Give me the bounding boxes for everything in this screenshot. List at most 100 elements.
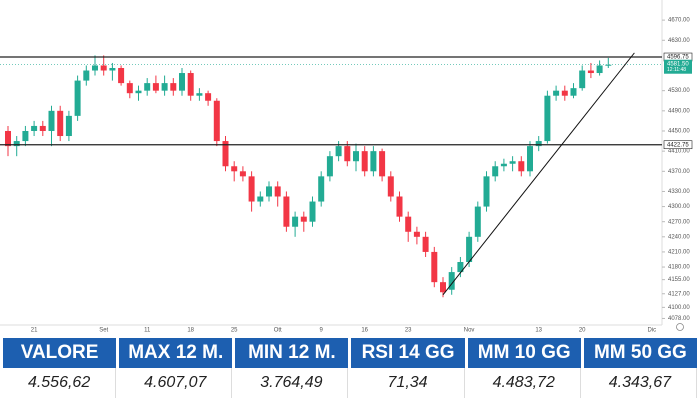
last-price-label: 4581.50 — [667, 61, 689, 67]
y-tick-label: 4530.00 — [668, 88, 690, 94]
candle-body — [135, 90, 142, 94]
x-tick-label: Nov — [464, 328, 475, 334]
candle-body — [509, 161, 516, 164]
last-price-box — [664, 59, 692, 74]
candle-body — [431, 251, 438, 283]
candle-body — [248, 176, 255, 202]
candle-body — [587, 70, 594, 74]
x-tick-label: 9 — [320, 328, 324, 334]
x-tick-label: 16 — [361, 328, 368, 334]
candle-body — [187, 73, 194, 96]
x-tick-label: 21 — [31, 328, 38, 334]
table-header-cell: MM 10 GG — [467, 338, 581, 368]
candle-body — [413, 231, 420, 237]
candle-body — [405, 216, 412, 232]
candle-body — [570, 88, 577, 96]
candle-body — [22, 130, 29, 142]
candle-body — [422, 236, 429, 252]
candle-body — [152, 83, 159, 91]
y-tick-label: 4180.00 — [668, 265, 690, 271]
candle-body — [527, 146, 533, 172]
candle-body — [561, 90, 568, 96]
candle-body — [205, 93, 212, 101]
y-tick-label: 4300.00 — [668, 204, 690, 210]
stats-table: VALORE MAX 12 M. MIN 12 M. RSI 14 GG MM 10 G… — [0, 338, 700, 398]
settings-icon[interactable] — [676, 323, 684, 331]
candle-body — [370, 151, 377, 172]
candle-body — [466, 236, 473, 263]
candle-body — [48, 110, 55, 131]
x-tick-label: 18 — [187, 328, 194, 334]
x-tick-label: 11 — [144, 328, 151, 334]
table-header-cell: MM 50 GG — [583, 338, 697, 368]
candle-body — [500, 163, 507, 167]
x-tick-label: Set — [99, 328, 108, 334]
candle-body — [326, 156, 333, 177]
candle-body — [553, 90, 560, 96]
y-tick-label: 4210.00 — [668, 250, 690, 256]
candle-body — [74, 80, 81, 116]
candle-body — [596, 65, 603, 74]
candle-body — [118, 67, 125, 84]
candle-body — [579, 70, 586, 89]
x-tick-label: Dic — [647, 328, 656, 334]
candle-body — [483, 176, 490, 207]
candle-body — [161, 83, 168, 91]
candle-body — [92, 65, 98, 71]
y-tick-label: 4670.00 — [668, 18, 690, 24]
table-cell: 4.607,07 — [119, 368, 233, 398]
x-tick-label: 23 — [405, 328, 412, 334]
candle-body — [170, 83, 177, 91]
y-tick-label: 4630.00 — [668, 38, 690, 44]
y-tick-label: 4078.00 — [668, 316, 690, 322]
table-cell: 3.764,49 — [235, 368, 349, 398]
y-tick-label: 4330.00 — [668, 189, 690, 195]
candle-body — [535, 141, 542, 147]
candle-body — [492, 166, 499, 177]
candle-body — [448, 272, 455, 290]
candle-body — [318, 176, 325, 202]
candle-body — [65, 115, 72, 137]
candle-body — [257, 196, 264, 202]
table-cell: 4.343,67 — [584, 368, 697, 398]
candle-body — [300, 216, 307, 222]
candle-body — [266, 186, 272, 197]
table-header: VALORE MAX 12 M. MIN 12 M. RSI 14 GG MM 10 G… — [3, 338, 697, 368]
candle-body — [605, 64, 612, 66]
candle-body — [231, 166, 238, 172]
candle-body — [239, 171, 246, 177]
candle-body — [222, 141, 229, 167]
table-cell: 4.556,62 — [3, 368, 117, 398]
candle-body — [518, 161, 525, 172]
x-tick-label: 13 — [535, 328, 542, 334]
y-tick-label: 4155.00 — [668, 277, 690, 283]
x-tick-label: Ott — [274, 328, 282, 334]
candle-body — [335, 146, 342, 157]
candle-body — [544, 95, 551, 142]
x-tick-label: 25 — [231, 328, 238, 334]
candle-body — [361, 151, 368, 172]
y-tick-label: 4270.00 — [668, 219, 690, 225]
x-tick-label: 20 — [579, 328, 586, 334]
level-label: 4422.75 — [667, 142, 689, 148]
countdown: 12:11:48 — [667, 67, 686, 73]
candle-body — [179, 73, 185, 91]
candle-body — [13, 141, 20, 147]
candle-body — [109, 67, 116, 71]
candle-body — [213, 100, 220, 142]
candle-body — [474, 206, 481, 237]
table-cell: 71,34 — [351, 368, 465, 398]
candle-body — [57, 110, 64, 137]
candle-body — [5, 130, 11, 147]
y-tick-label: 4490.00 — [668, 108, 690, 114]
candle-body — [100, 65, 107, 71]
y-tick-label: 4450.00 — [668, 129, 690, 135]
candle-body — [283, 196, 290, 227]
candle-body — [396, 196, 403, 217]
table-cell: 4.483,72 — [468, 368, 581, 398]
candle-body — [292, 216, 299, 227]
candle-body — [379, 151, 386, 177]
table-header-cell: RSI 14 GG — [351, 338, 465, 368]
y-tick-label: 4370.00 — [668, 169, 690, 175]
